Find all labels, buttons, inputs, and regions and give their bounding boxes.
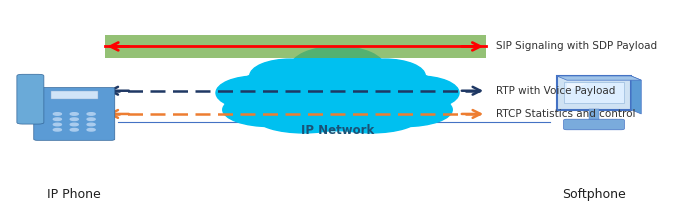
Circle shape	[87, 128, 95, 131]
Circle shape	[70, 118, 78, 120]
Ellipse shape	[358, 93, 452, 127]
Circle shape	[87, 113, 95, 115]
Circle shape	[87, 118, 95, 120]
Bar	[589, 109, 599, 120]
Bar	[51, 91, 98, 99]
Bar	[564, 82, 624, 103]
Polygon shape	[567, 83, 587, 91]
FancyBboxPatch shape	[34, 88, 115, 140]
Circle shape	[53, 113, 61, 115]
Ellipse shape	[223, 93, 317, 127]
Circle shape	[70, 123, 78, 126]
FancyBboxPatch shape	[17, 74, 44, 124]
Circle shape	[70, 128, 78, 131]
Polygon shape	[557, 76, 641, 80]
Text: IP Network: IP Network	[301, 124, 374, 137]
Polygon shape	[631, 76, 641, 114]
Text: Softphone: Softphone	[562, 188, 626, 201]
Ellipse shape	[236, 68, 358, 110]
Ellipse shape	[344, 59, 425, 93]
Ellipse shape	[290, 46, 385, 89]
Text: RTP with Voice Payload: RTP with Voice Payload	[496, 86, 616, 96]
Ellipse shape	[216, 76, 297, 110]
Circle shape	[53, 123, 61, 126]
Circle shape	[53, 128, 61, 131]
Circle shape	[53, 118, 61, 120]
Text: RTCP Statistics and control: RTCP Statistics and control	[496, 109, 636, 119]
Ellipse shape	[317, 68, 439, 110]
Ellipse shape	[256, 72, 418, 131]
Ellipse shape	[250, 59, 331, 93]
Text: IP Phone: IP Phone	[47, 188, 101, 201]
Circle shape	[70, 113, 78, 115]
Circle shape	[87, 123, 95, 126]
FancyBboxPatch shape	[564, 119, 624, 130]
Ellipse shape	[324, 103, 418, 133]
Ellipse shape	[378, 76, 459, 110]
Bar	[105, 35, 486, 58]
Ellipse shape	[256, 103, 351, 133]
FancyBboxPatch shape	[557, 76, 631, 110]
Text: SIP Signaling with SDP Payload: SIP Signaling with SDP Payload	[496, 41, 657, 51]
